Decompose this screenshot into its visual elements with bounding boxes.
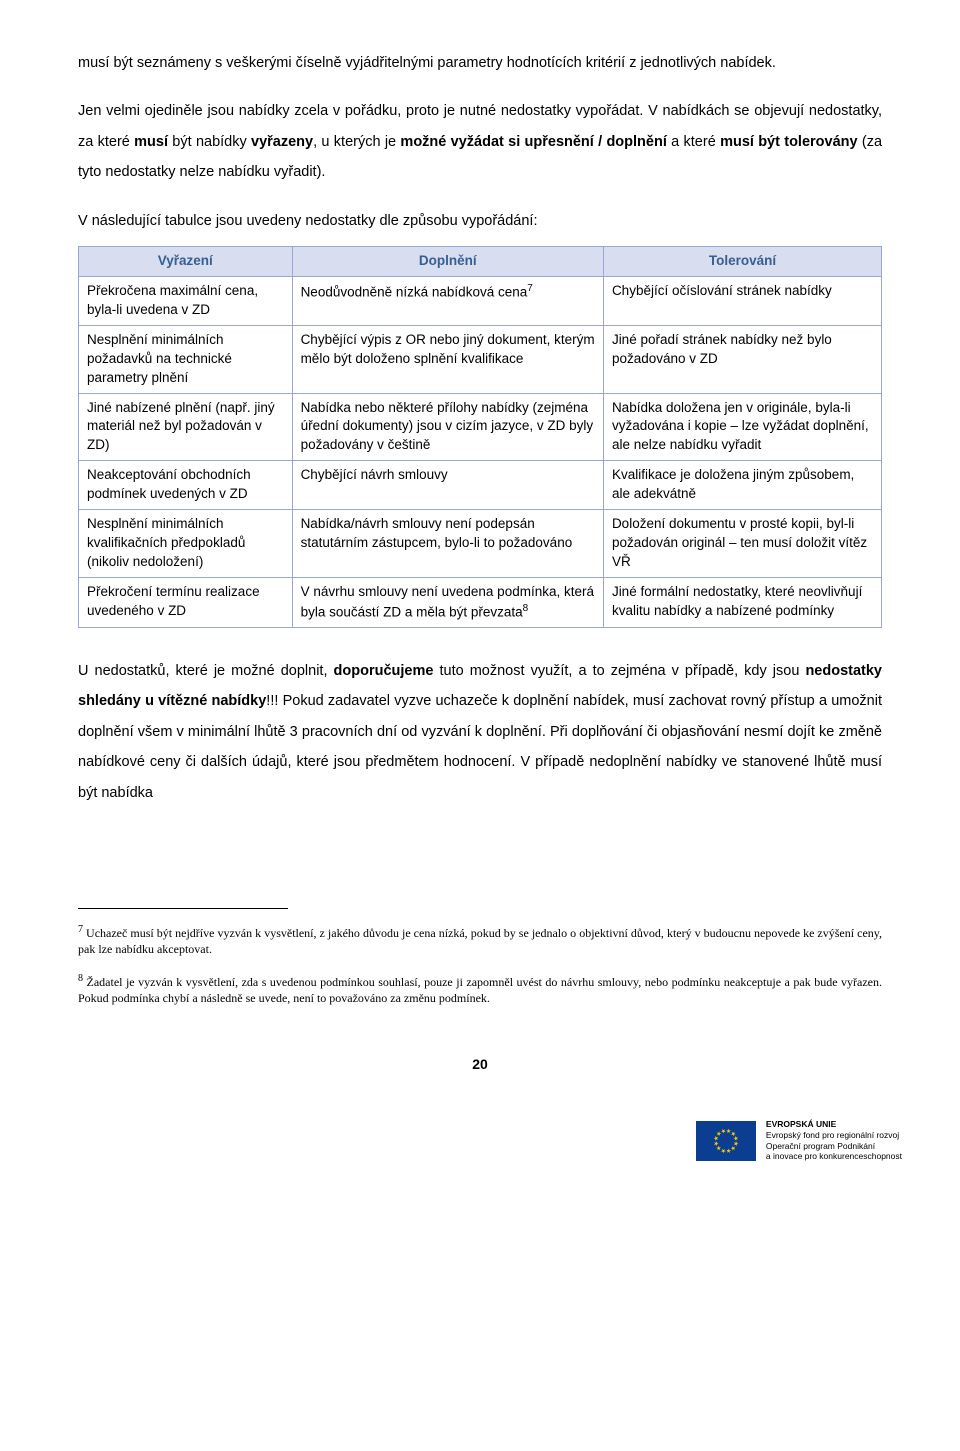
footnote-separator: [78, 908, 288, 909]
cell-text: Neodůvodněně nízká nabídková cena: [301, 285, 528, 300]
page-content: musí být seznámeny s veškerými číselně v…: [0, 0, 960, 1109]
footnote-ref-7: 7: [527, 283, 533, 294]
cell: Chybějící návrh smlouvy: [292, 461, 603, 510]
eu-footer-text: EVROPSKÁ UNIE Evropský fond pro regionál…: [766, 1119, 902, 1162]
col-header-vyrazeni: Vyřazení: [79, 247, 293, 277]
cell: Jiné formální nedostatky, které neovlivň…: [603, 577, 881, 627]
paragraph-1: musí být seznámeny s veškerými číselně v…: [78, 48, 882, 78]
cell: Překročení termínu realizace uvedeného v…: [79, 577, 293, 627]
cell: V návrhu smlouvy není uvedena podmínka, …: [292, 577, 603, 627]
paragraph-4: U nedostatků, které je možné doplnit, do…: [78, 656, 882, 808]
table-row: Nesplnění minimálních požadavků na techn…: [79, 325, 882, 393]
cell: Neodůvodněně nízká nabídková cena7: [292, 277, 603, 326]
eu-line2: Evropský fond pro regionální rozvoj: [766, 1130, 902, 1141]
cell: Jiné nabízené plnění (např. jiný materiá…: [79, 393, 293, 461]
eu-footer: ★ ★ ★ ★ ★ ★ ★ ★ ★ ★ ★ ★ EVROPSKÁ UNIE Ev…: [0, 1109, 960, 1188]
col-header-doplneni: Doplnění: [292, 247, 603, 277]
table-header-row: Vyřazení Doplnění Tolerování: [79, 247, 882, 277]
eu-line4: a inovace pro konkurenceschopnost: [766, 1151, 902, 1162]
paragraph-2: Jen velmi ojediněle jsou nabídky zcela v…: [78, 96, 882, 187]
cell: Neakceptování obchodních podmínek uveden…: [79, 461, 293, 510]
p2-bold3: možné vyžádat si upřesnění / doplnění: [400, 134, 666, 150]
p2-text: , u kterých je: [313, 134, 400, 150]
cell-text: V návrhu smlouvy není uvedena podmínka, …: [301, 584, 594, 619]
cell: Nabídka doložena jen v originále, byla-l…: [603, 393, 881, 461]
p2-bold2: vyřazeny: [251, 134, 313, 150]
defects-table: Vyřazení Doplnění Tolerování Překročena …: [78, 246, 882, 628]
table-row: Překročení termínu realizace uvedeného v…: [79, 577, 882, 627]
p4-text: !!! Pokud zadavatel vyzve uchazeče k dop…: [78, 693, 882, 800]
p4-bold1: doporučujeme: [334, 663, 434, 679]
paragraph-3: V následující tabulce jsou uvedeny nedos…: [78, 206, 882, 236]
eu-line1: EVROPSKÁ UNIE: [766, 1119, 902, 1130]
footnote-text: Uchazeč musí být nejdříve vyzván k vysvě…: [78, 926, 882, 956]
cell: Chybějící očíslování stránek nabídky: [603, 277, 881, 326]
eu-stars: ★ ★ ★ ★ ★ ★ ★ ★ ★ ★ ★ ★: [696, 1121, 756, 1161]
table-row: Překročena maximální cena, byla-li uvede…: [79, 277, 882, 326]
footnote-8: 8 Žadatel je vyzván k vysvětlení, zda s …: [78, 972, 882, 1006]
p4-text: tuto možnost využít, a to zejména v příp…: [433, 663, 805, 679]
cell: Nabídka/návrh smlouvy není podepsán stat…: [292, 509, 603, 577]
footnote-7: 7 Uchazeč musí být nejdříve vyzván k vys…: [78, 923, 882, 957]
cell: Nabídka nebo některé přílohy nabídky (ze…: [292, 393, 603, 461]
footnote-ref-8: 8: [523, 603, 529, 614]
cell: Nesplnění minimálních kvalifikačních pře…: [79, 509, 293, 577]
cell: Doložení dokumentu v prosté kopii, byl-l…: [603, 509, 881, 577]
cell: Překročena maximální cena, byla-li uvede…: [79, 277, 293, 326]
p4-text: U nedostatků, které je možné doplnit,: [78, 663, 334, 679]
cell: Jiné pořadí stránek nabídky než bylo pož…: [603, 325, 881, 393]
eu-flag-icon: ★ ★ ★ ★ ★ ★ ★ ★ ★ ★ ★ ★: [696, 1121, 756, 1161]
cell: Nesplnění minimálních požadavků na techn…: [79, 325, 293, 393]
eu-line3: Operační program Podnikání: [766, 1141, 902, 1152]
page-number: 20: [78, 1050, 882, 1079]
p2-text: a které: [667, 134, 720, 150]
col-header-tolerovani: Tolerování: [603, 247, 881, 277]
cell: Kvalifikace je doložena jiným způsobem, …: [603, 461, 881, 510]
table-row: Jiné nabízené plnění (např. jiný materiá…: [79, 393, 882, 461]
table-row: Neakceptování obchodních podmínek uveden…: [79, 461, 882, 510]
footnote-text: Žadatel je vyzván k vysvětlení, zda s uv…: [78, 975, 882, 1005]
cell: Chybějící výpis z OR nebo jiný dokument,…: [292, 325, 603, 393]
footnotes-block: 7 Uchazeč musí být nejdříve vyzván k vys…: [78, 923, 882, 1006]
table-row: Nesplnění minimálních kvalifikačních pře…: [79, 509, 882, 577]
p2-text: být nabídky: [168, 134, 251, 150]
p2-bold4: musí být tolerovány: [720, 134, 858, 150]
p2-bold1: musí: [134, 134, 168, 150]
